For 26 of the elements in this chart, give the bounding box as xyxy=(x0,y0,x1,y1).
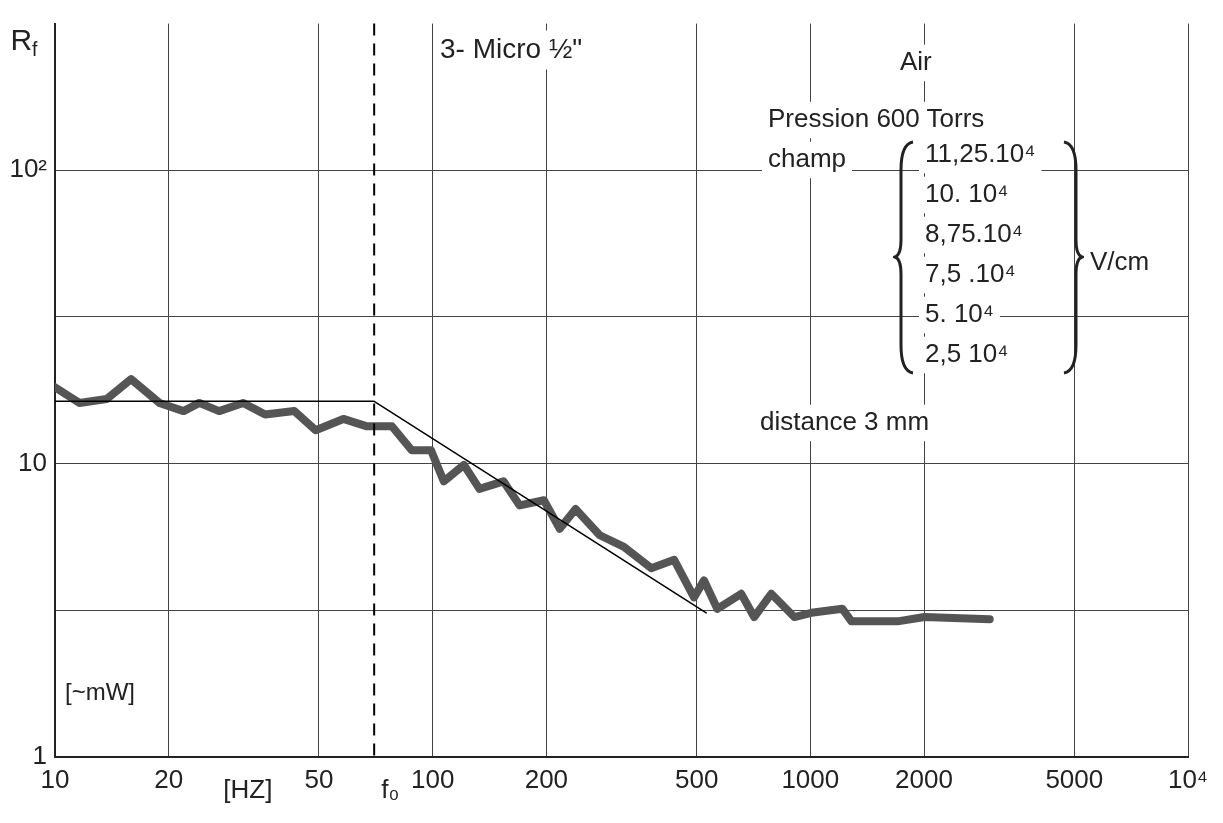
annotation: 8,75.10⁴ xyxy=(925,218,1023,249)
x-tick-label: 2000 xyxy=(895,763,953,794)
x-tick-label: 20 xyxy=(154,763,184,794)
annotation: Air xyxy=(900,46,933,77)
x-tick-label: 5000 xyxy=(1045,763,1104,794)
x-tick-label: 1000 xyxy=(781,763,840,794)
annotation: 2,5 10⁴ xyxy=(925,338,1009,369)
annotation: champ xyxy=(768,143,847,174)
y-tick-label: 10 xyxy=(18,446,47,477)
annotation: V/cm xyxy=(1090,246,1150,277)
ref-line-label: f₀ xyxy=(381,774,400,805)
x-tick-label: 200 xyxy=(524,763,569,794)
x-tick-label: 100 xyxy=(410,763,455,794)
annotation: 7,5 .10⁴ xyxy=(925,258,1016,289)
annotation: Pression 600 Torrs xyxy=(768,103,985,134)
annotation: distance 3 mm xyxy=(760,406,930,437)
x-axis-title: [HZ] xyxy=(223,774,273,805)
x-tick-label: 500 xyxy=(674,763,719,794)
y-tick-label: 10² xyxy=(9,153,48,184)
annotation: 11,25.10⁴ xyxy=(925,138,1036,169)
annotation: 5. 10⁴ xyxy=(925,298,994,329)
x-tick-label: 50 xyxy=(304,763,334,794)
x-tick-label: 10⁴ xyxy=(1167,763,1209,794)
annotation: 10. 10⁴ xyxy=(925,178,1009,209)
annotation: 3- Micro ½" xyxy=(440,32,583,64)
annotation: [~mW] xyxy=(65,677,135,705)
